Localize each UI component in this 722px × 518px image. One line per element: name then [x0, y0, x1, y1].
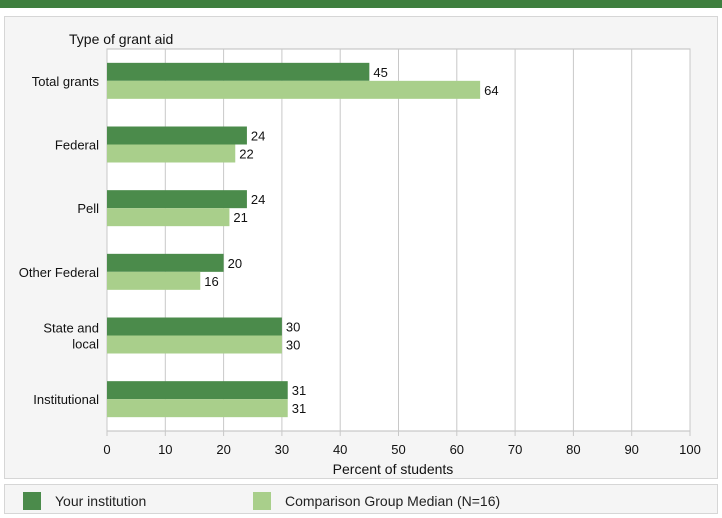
- bar-comparison-total-grants: [107, 80, 481, 99]
- x-tick-label-10: 10: [158, 442, 172, 457]
- x-tick-label-40: 40: [333, 442, 347, 457]
- bar-comparison-other-federal: [107, 271, 201, 290]
- legend-swatch-comparison-group: [253, 492, 271, 510]
- x-tick-label-60: 60: [450, 442, 464, 457]
- x-tick-label-20: 20: [216, 442, 230, 457]
- data-label-your-institution-total-grants: 45: [373, 65, 387, 80]
- legend-label-comparison-group: Comparison Group Median (N=16): [285, 493, 501, 509]
- x-tick-label-80: 80: [566, 442, 580, 457]
- bar-your-institution-pell: [107, 190, 247, 209]
- y-axis-title: Type of grant aid: [69, 31, 173, 47]
- x-tick-label-90: 90: [624, 442, 638, 457]
- chart-legend: Your institution Comparison Group Median…: [4, 484, 718, 514]
- data-label-comparison-total-grants: 64: [484, 83, 498, 98]
- x-axis-title: Percent of students: [333, 461, 454, 477]
- category-label-total-grants: Total grants: [32, 74, 100, 89]
- data-label-your-institution-institutional: 31: [292, 383, 306, 398]
- data-label-your-institution-pell: 24: [251, 192, 265, 207]
- bar-your-institution-other-federal: [107, 253, 224, 272]
- category-label-state-and-local: State and local: [43, 321, 99, 352]
- data-label-comparison-institutional: 31: [292, 401, 306, 416]
- legend-label-your-institution: Your institution: [55, 493, 147, 509]
- bar-comparison-federal: [107, 144, 236, 163]
- labels-layer: 0 10 20 30 40 50 60 70 80 90 100 45 64 Total grants 24…: [19, 65, 701, 457]
- legend-item-comparison-group: Comparison Group Median (N=16): [253, 492, 500, 510]
- legend-item-your-institution: Your institution: [23, 492, 146, 510]
- bar-your-institution-total-grants: [107, 62, 370, 81]
- bar-comparison-state-and-local: [107, 335, 282, 354]
- legend-swatch-your-institution: [23, 492, 41, 510]
- data-label-comparison-state-and-local: 30: [286, 338, 300, 353]
- data-label-your-institution-other-federal: 20: [228, 256, 242, 271]
- data-label-your-institution-federal: 24: [251, 129, 265, 144]
- grid-layer: [106, 48, 691, 436]
- category-label-pell: Pell: [77, 201, 99, 216]
- data-label-comparison-pell: 21: [233, 210, 247, 225]
- bar-your-institution-institutional: [107, 381, 288, 400]
- category-label-federal: Federal: [55, 138, 99, 153]
- bar-your-institution-federal: [107, 126, 247, 145]
- x-tick-label-100: 100: [679, 442, 701, 457]
- top-accent-bar: [0, 0, 722, 8]
- category-label-institutional: Institutional: [33, 392, 99, 407]
- data-label-comparison-federal: 22: [239, 147, 253, 162]
- x-tick-label-70: 70: [508, 442, 522, 457]
- x-tick-label-30: 30: [275, 442, 289, 457]
- bar-comparison-institutional: [107, 399, 288, 418]
- grant-aid-bar-chart: 0 10 20 30 40 50 60 70 80 90 100 45 64 Total grants 24…: [19, 31, 701, 477]
- bars-layer: [107, 62, 481, 418]
- category-label-other-federal: Other Federal: [19, 265, 99, 280]
- data-label-your-institution-state-and-local: 30: [286, 320, 300, 335]
- bar-comparison-pell: [107, 208, 230, 227]
- x-tick-label-50: 50: [391, 442, 405, 457]
- data-label-comparison-other-federal: 16: [204, 274, 218, 289]
- chart-panel: 0 10 20 30 40 50 60 70 80 90 100 45 64 Total grants 24…: [4, 16, 718, 479]
- bar-your-institution-state-and-local: [107, 317, 282, 336]
- x-tick-label-0: 0: [103, 442, 110, 457]
